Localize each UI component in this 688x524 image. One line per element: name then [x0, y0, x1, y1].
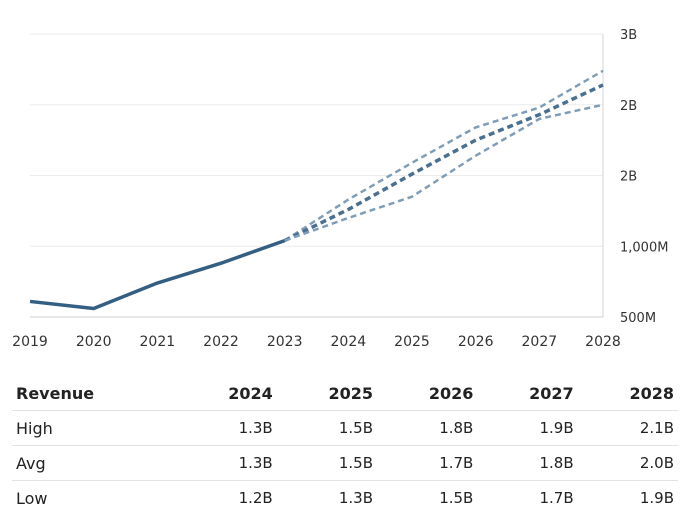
- revenue-chart: 3B 2B 2B 1,000M 500M 2019 2020 2021 2022 2023 2024…: [12, 28, 668, 350]
- table-row: High 1.3B 1.5B 1.8B 1.9B 2.1B: [12, 410, 678, 446]
- table-cell: 2.0B: [577, 445, 678, 481]
- y-tick-label: 2B: [620, 99, 637, 114]
- header-2025: 2025: [276, 376, 378, 411]
- x-tick-label: 2021: [140, 334, 176, 350]
- series-line-actual: [29, 238, 286, 311]
- table-row: Avg 1.3B 1.5B 1.7B 1.8B 2.0B: [12, 445, 678, 481]
- x-tick-label: 2020: [76, 334, 112, 350]
- table-header-row: Revenue 2024 2025 2026 2027 2028: [12, 376, 678, 411]
- table-cell: 1.8B: [477, 445, 578, 481]
- table-cell: 1.9B: [639, 489, 674, 507]
- table-cell: 1.3B: [338, 489, 374, 507]
- table-cell: 1.3B: [176, 410, 277, 446]
- header-2024: 2024: [176, 376, 277, 411]
- x-tick-label: 2019: [12, 334, 48, 350]
- x-tick-label: 2022: [203, 334, 239, 350]
- x-tick-label: 2024: [331, 334, 367, 350]
- header-revenue: Revenue: [12, 376, 177, 411]
- x-tick-label: 2023: [267, 334, 303, 350]
- header-2028: 2028: [577, 376, 678, 411]
- table-cell: 1.3B: [176, 445, 277, 481]
- y-tick-label: 500M: [620, 311, 656, 326]
- table-cell: 1.7B: [377, 445, 478, 481]
- revenue-estimates-table: Revenue 2024 2025 2026 2027 2028 High 1.…: [12, 376, 678, 515]
- series-line-high: [283, 69, 604, 242]
- table-row: Low 1.2B 1.3B 1.5B 1.7B 1.9B: [12, 481, 678, 516]
- x-tick-label: 2027: [522, 334, 558, 350]
- x-tick-label: 2028: [585, 334, 621, 350]
- row-label: Low: [16, 488, 48, 508]
- table-cell: 1.5B: [276, 445, 378, 481]
- y-tick-label: 1,000M: [620, 240, 668, 255]
- table-cell: 1.8B: [377, 410, 478, 446]
- header-2026: 2026: [377, 376, 478, 411]
- y-tick-label: 2B: [620, 170, 637, 185]
- series-line-avg: [283, 83, 604, 243]
- series-line-low: [284, 103, 604, 242]
- y-tick-label: 3B: [620, 28, 637, 43]
- table-cell: 1.2B: [238, 489, 273, 507]
- row-label: High: [12, 410, 177, 446]
- row-label: Avg: [12, 445, 177, 481]
- x-tick-label: 2026: [458, 334, 494, 350]
- table-cell: 1.7B: [539, 489, 574, 507]
- x-tick-label: 2025: [394, 334, 430, 350]
- header-2027: 2027: [477, 376, 578, 411]
- table-cell: 1.5B: [276, 410, 378, 446]
- table-cell: 2.1B: [577, 410, 678, 446]
- table-cell: 1.9B: [477, 410, 578, 446]
- table-cell: 1.5B: [439, 489, 474, 507]
